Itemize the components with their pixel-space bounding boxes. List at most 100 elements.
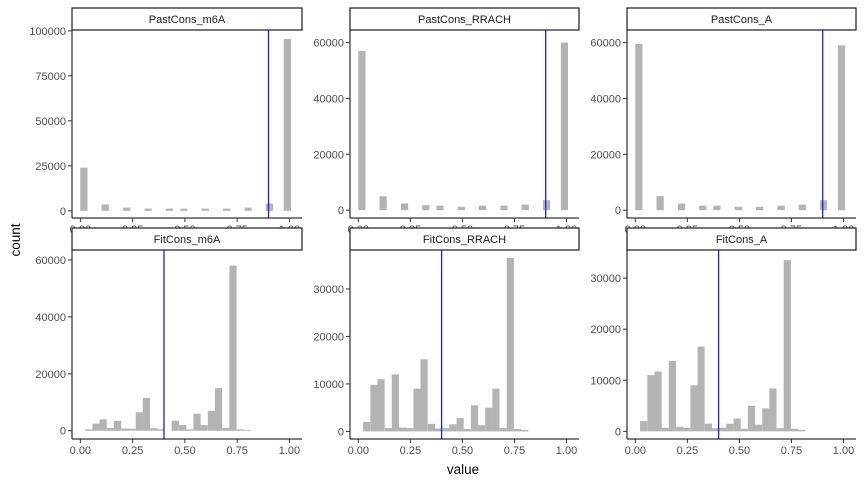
facet-strip: [71, 7, 303, 31]
histogram-bar: [499, 428, 507, 432]
y-tick-label: 50000: [35, 116, 66, 128]
histogram-bar: [420, 359, 428, 432]
x-tick-label: 0.25: [677, 445, 698, 457]
facet-strip-title: PastCons_A: [711, 14, 773, 26]
histogram-bar: [135, 412, 143, 431]
histogram-bar: [798, 204, 806, 211]
histogram-bar: [165, 208, 174, 211]
histogram-bar: [697, 346, 705, 432]
histogram-bar: [479, 205, 487, 211]
histogram-bar: [171, 420, 179, 431]
y-tick-label: 0: [60, 206, 66, 218]
histogram-bar: [542, 200, 551, 211]
histogram-bar: [640, 421, 648, 432]
y-tick-label: 40000: [313, 93, 344, 105]
histogram-bar: [477, 425, 486, 432]
y-tick-label: 40000: [590, 93, 621, 105]
y-tick-label: 20000: [590, 149, 621, 161]
histogram-bar: [661, 427, 669, 432]
histogram-bar: [113, 420, 122, 431]
histogram-bar: [521, 429, 529, 432]
histogram-bar: [377, 379, 385, 432]
histogram-bar: [485, 407, 493, 432]
facet-panel-4: FitCons_m6A 0 20000 40000 60000 0.00 0.25 0.50 0…: [35, 227, 303, 457]
x-tick-label: 0.00: [625, 445, 646, 457]
facet-panel-5: FitCons_RRACH 0 10000 20000 30000 0.00 0.25 0.5…: [313, 227, 580, 457]
histogram-bar: [422, 205, 430, 211]
facet-strip: [626, 7, 857, 31]
facet-strip: [626, 227, 857, 251]
histogram-bar: [399, 427, 407, 432]
histogram-bar: [769, 388, 777, 432]
y-tick-label: 75000: [35, 71, 66, 83]
facet-strip-title: FitCons_m6A: [154, 234, 221, 246]
histogram-bar: [207, 410, 216, 431]
histogram-bar: [436, 205, 444, 211]
facet-strip: [349, 7, 580, 31]
histogram-bar: [798, 429, 806, 432]
histogram-bar: [379, 196, 387, 211]
histogram-bar: [200, 425, 208, 431]
histogram-bar: [106, 427, 115, 431]
y-tick-label: 30000: [590, 273, 621, 285]
histogram-bar: [265, 203, 273, 211]
facet-strip-title: FitCons_A: [716, 234, 768, 246]
histogram-bar: [676, 426, 684, 432]
histogram-bar: [449, 424, 457, 432]
histogram-bar: [777, 205, 785, 211]
histogram-bar: [144, 208, 152, 211]
y-tick-label: 0: [60, 426, 66, 438]
y-tick-label: 10000: [313, 379, 344, 391]
histogram-bar: [635, 43, 643, 211]
histogram-bar: [80, 167, 88, 211]
histogram-bar: [223, 208, 231, 211]
histogram-bar: [677, 203, 686, 211]
histogram-bar: [101, 204, 109, 211]
y-tick-label: 10000: [590, 375, 621, 387]
histogram-bar: [99, 419, 107, 431]
histogram-bar: [699, 205, 707, 211]
histogram-bar: [819, 200, 828, 211]
histogram-bar: [470, 405, 479, 432]
histogram-bar: [128, 428, 136, 431]
y-tick-label: 60000: [35, 255, 66, 267]
y-tick-label: 30000: [313, 284, 344, 296]
histogram-bar: [704, 423, 712, 432]
x-axis-title: value: [447, 462, 479, 477]
histogram-bar: [121, 428, 129, 431]
x-tick-label: 0.25: [400, 445, 421, 457]
histogram-bar: [790, 428, 799, 432]
histogram-bar: [783, 260, 791, 432]
x-tick-label: 1.00: [833, 445, 854, 457]
histogram-bar: [214, 388, 223, 431]
histogram-bar: [222, 427, 230, 431]
histogram-bar: [201, 208, 209, 211]
histogram-bar: [726, 423, 734, 432]
x-tick-label: 0.00: [70, 445, 91, 457]
histogram-bar: [762, 408, 770, 432]
histogram-bar: [400, 203, 409, 211]
histogram-bar: [243, 429, 252, 431]
histogram-bar: [363, 421, 371, 432]
histogram-bar: [656, 196, 664, 211]
histogram-bar: [756, 206, 764, 211]
x-tick-label: 0.75: [504, 445, 525, 457]
histogram-bar: [690, 385, 698, 432]
y-tick-label: 20000: [35, 369, 66, 381]
histogram-bar: [442, 428, 450, 432]
histogram-bar: [427, 423, 435, 432]
histogram-bar: [123, 207, 131, 211]
histogram-bar: [506, 258, 514, 432]
histogram-bar: [193, 413, 201, 431]
histogram-bar: [837, 45, 846, 211]
histogram-bar: [413, 388, 421, 432]
histogram-bar: [457, 206, 465, 211]
x-tick-label: 0.50: [729, 445, 750, 457]
y-tick-label: 0: [615, 426, 621, 438]
histogram-bar: [391, 374, 399, 432]
histogram-bar: [740, 428, 748, 432]
histogram-bar: [733, 418, 741, 432]
x-tick-label: 0.75: [226, 445, 247, 457]
histogram-bar: [85, 429, 93, 431]
